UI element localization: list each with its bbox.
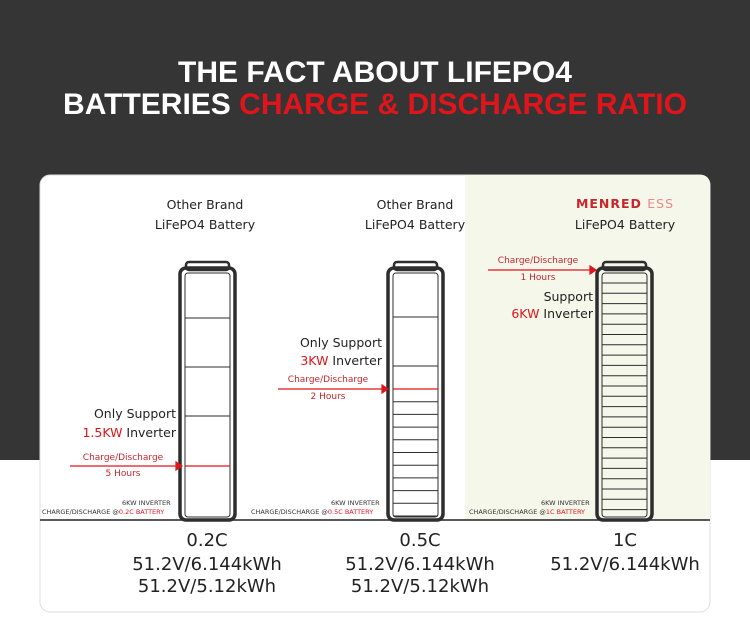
- brand: Other Brand: [376, 197, 454, 212]
- spec: 51.2V/6.144kWh: [132, 554, 282, 575]
- arrow-duration: 1 Hours: [520, 273, 556, 283]
- ratio-note: CHARGE/DISCHARGE @0.5C BATTERY: [251, 508, 373, 516]
- title-line1: THE FACT ABOUT LIFEPO4: [178, 56, 572, 89]
- battery-part: [595, 266, 654, 522]
- battery-part: [184, 260, 231, 272]
- power-suffix: Inverter: [543, 306, 593, 321]
- spec: 51.2V/5.12kWh: [350, 576, 490, 597]
- brand-suffix: ESS: [647, 196, 675, 211]
- brand-model: LiFePO4 Battery: [154, 217, 256, 232]
- ratio-note: CHARGE/DISCHARGE @1C BATTERY: [469, 508, 585, 516]
- power-suffix: Inverter: [332, 353, 382, 368]
- arrow-label: Charge/Discharge: [82, 453, 164, 463]
- ratio-highlight: 1C BATTERY: [545, 508, 586, 516]
- title-prefix: BATTERIES: [63, 88, 231, 121]
- arrow-duration: 5 Hours: [105, 469, 141, 479]
- rate: 0.5C: [399, 530, 441, 551]
- support-power: 6KW Inverter: [443, 306, 593, 321]
- spec: 51.2V/5.12kWh: [137, 576, 277, 597]
- power-suffix: Inverter: [126, 425, 176, 440]
- battery-part: [386, 266, 445, 522]
- inverter-note: 6KW INVERTER: [122, 499, 171, 507]
- brand-name: MENRED: [575, 196, 642, 211]
- brand: Other Brand: [166, 197, 244, 212]
- ratio-note: CHARGE/DISCHARGE @0.2C BATTERY: [42, 508, 164, 516]
- support: Only Support: [299, 335, 382, 350]
- power: 6KW: [511, 306, 540, 321]
- support: Only Support: [93, 406, 176, 421]
- battery-part: [601, 272, 648, 518]
- inverter-note: 6KW INVERTER: [331, 499, 380, 507]
- spec: 51.2V/6.144kWh: [345, 554, 495, 575]
- title-highlight: CHARGE & DISCHARGE RATIO: [239, 88, 687, 121]
- rate: 0.2C: [186, 530, 228, 551]
- arrow-label: Charge/Discharge: [287, 375, 369, 385]
- support: Support: [543, 289, 593, 304]
- battery-part: [601, 260, 648, 272]
- title-line2: BATTERIES CHARGE & DISCHARGE RATIO: [0, 88, 750, 122]
- battery-part: [178, 266, 237, 522]
- arrow-label: Charge/Discharge: [497, 256, 579, 266]
- support-power: 1.5KW Inverter: [26, 425, 176, 440]
- brand: MENRED ESS: [545, 196, 705, 211]
- inverter-note: 6KW INVERTER: [541, 499, 590, 507]
- support-power: 3KW Inverter: [232, 353, 382, 368]
- rate: 1C: [612, 530, 638, 551]
- brand-model: LiFePO4 Battery: [364, 217, 466, 232]
- power: 3KW: [300, 353, 329, 368]
- ratio-prefix: CHARGE/DISCHARGE @: [42, 508, 119, 516]
- battery-part: [392, 272, 439, 518]
- ratio-prefix: CHARGE/DISCHARGE @: [251, 508, 328, 516]
- power: 1.5KW: [82, 425, 123, 440]
- arrow-duration: 2 Hours: [310, 392, 346, 402]
- brand-model: LiFePO4 Battery: [574, 217, 676, 232]
- battery-part: [184, 272, 231, 518]
- ratio-prefix: CHARGE/DISCHARGE @: [469, 508, 546, 516]
- battery-part: [392, 260, 439, 272]
- ratio-highlight: 0.2C BATTERY: [118, 508, 165, 516]
- ratio-highlight: 0.5C BATTERY: [327, 508, 374, 516]
- spec: 51.2V/6.144kWh: [550, 554, 700, 575]
